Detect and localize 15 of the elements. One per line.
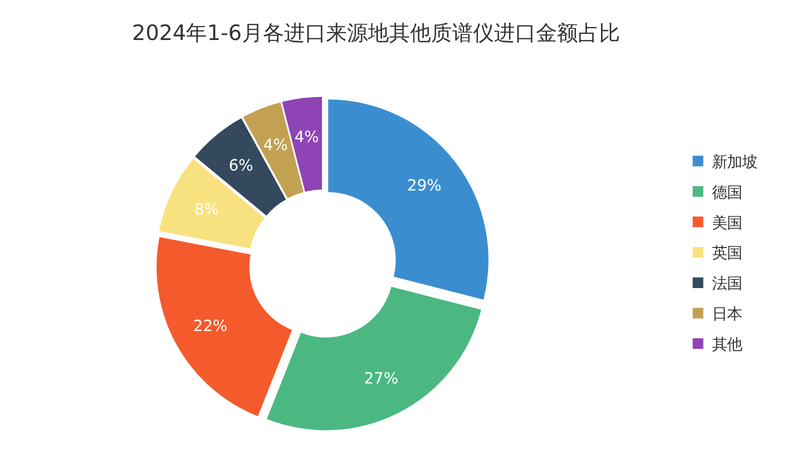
legend-label: 新加坡 xyxy=(712,152,757,171)
legend-label: 日本 xyxy=(712,305,742,324)
data-label: 4% xyxy=(294,128,319,146)
legend-label: 德国 xyxy=(712,183,742,202)
data-label: 6% xyxy=(228,156,254,174)
data-label: 29% xyxy=(407,176,442,195)
legend-label: 其他 xyxy=(712,335,742,354)
chart-title: 2024年1-6月各进口来源地其他质谱仪进口金额占比 xyxy=(132,20,620,46)
legend-label: 法国 xyxy=(712,274,742,293)
legend-label: 英国 xyxy=(712,244,742,262)
data-label: 4% xyxy=(263,136,288,154)
legend-label: 美国 xyxy=(712,214,742,232)
data-label: 27% xyxy=(364,370,398,388)
data-label: 22% xyxy=(193,317,228,336)
data-label: 8% xyxy=(194,200,219,219)
